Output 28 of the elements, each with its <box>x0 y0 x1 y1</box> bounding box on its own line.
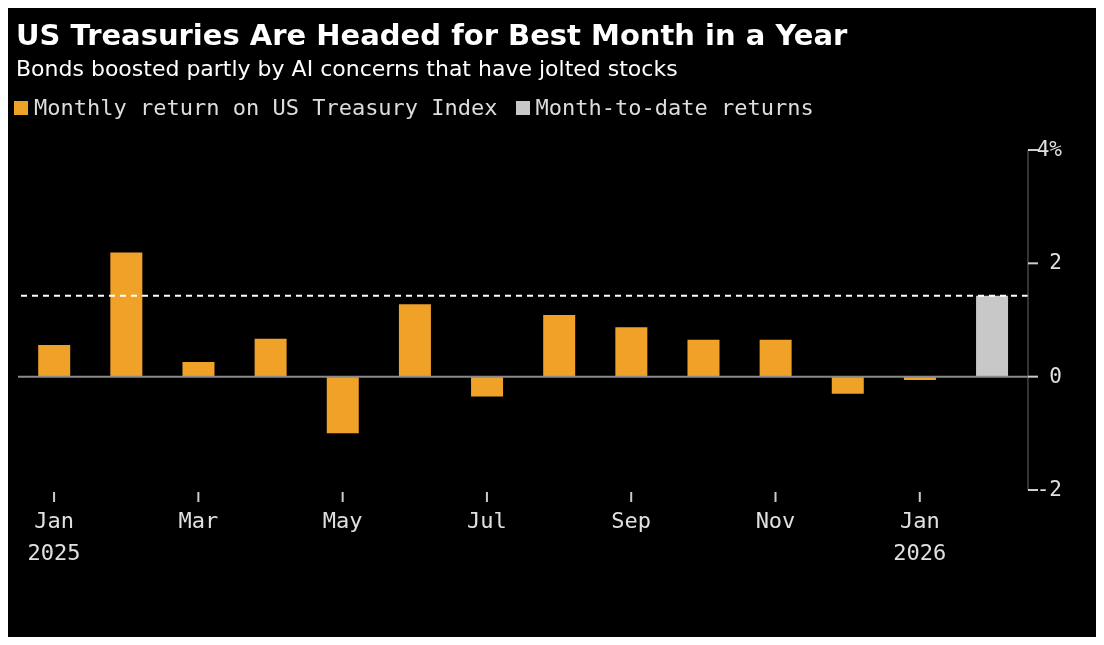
y-tick-label: 2 <box>1049 250 1062 275</box>
x-tick-label: Nov <box>755 508 796 533</box>
bar <box>687 339 720 377</box>
x-tick-label: Mar <box>178 508 219 533</box>
x-tick-label: May <box>322 508 363 533</box>
legend-label: Monthly return on US Treasury Index <box>34 95 498 120</box>
y-tick-label: 4% <box>1036 137 1063 161</box>
bar <box>326 376 359 434</box>
chart-title: US Treasuries Are Headed for Best Month in a Year <box>15 17 849 52</box>
bar <box>110 252 143 377</box>
bar <box>182 361 215 377</box>
bar <box>759 339 792 377</box>
bar <box>615 327 648 377</box>
chart-subtitle: Bonds boosted partly by AI concerns that have jolted stocks <box>15 55 679 81</box>
bar <box>398 304 431 377</box>
bar <box>38 344 71 377</box>
y-tick-label: -2 <box>1036 477 1062 501</box>
x-tick-label: Sep <box>611 508 652 533</box>
bar <box>543 314 576 377</box>
bar <box>831 376 864 394</box>
bar <box>976 295 1009 377</box>
y-tick-label: 0 <box>1049 363 1062 388</box>
bar <box>254 338 287 377</box>
x-tick-label: Jul <box>467 508 507 533</box>
x-tick-label: Jan 2026 <box>893 508 947 565</box>
legend-label: Month-to-date returns <box>535 95 814 120</box>
bar <box>471 376 504 397</box>
x-tick-label: Jan 2025 <box>27 508 81 565</box>
